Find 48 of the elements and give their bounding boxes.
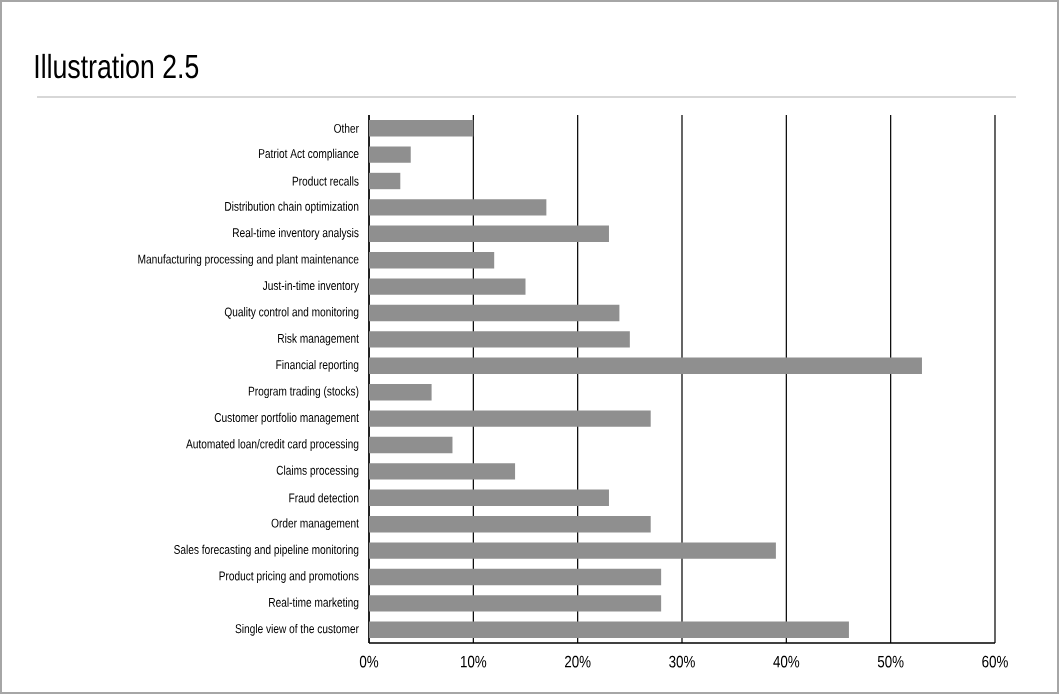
bar [369, 384, 432, 401]
bar [369, 172, 401, 190]
bar [369, 489, 609, 506]
bar [369, 463, 516, 480]
bar [369, 621, 849, 638]
bar [369, 199, 547, 216]
x-tick-label: 30% [669, 655, 695, 668]
y-tick-label: Just-in-time inventory [262, 280, 359, 293]
x-tick-label: 10% [461, 655, 487, 668]
y-tick-label: Real-time inventory analysis [233, 227, 359, 240]
y-tick-label: Single view of the customer [235, 623, 359, 636]
bar [369, 120, 474, 137]
y-tick-label: Order management [271, 518, 359, 531]
x-tick-label: 60% [982, 655, 1008, 668]
y-tick-label: Quality control and monitoring [224, 307, 359, 319]
bar [369, 542, 776, 559]
bar [369, 225, 609, 242]
bar [369, 516, 651, 533]
x-tick-label: 0% [359, 655, 379, 668]
bar [369, 436, 453, 454]
bar [369, 357, 922, 374]
bar [369, 595, 662, 612]
y-tick-label: Automated loan/credit card processing [186, 439, 359, 451]
bar [369, 410, 651, 427]
y-tick-label: Product pricing and promotions [219, 571, 359, 583]
y-tick-label: Real-time marketing [269, 597, 359, 610]
y-tick-label: Customer portfolio management [214, 412, 359, 425]
bar [369, 568, 662, 586]
y-tick-label: Patriot Act compliance [258, 148, 359, 161]
y-tick-label: Product recalls [292, 176, 359, 186]
y-tick-label: Distribution chain optimization [225, 201, 359, 214]
bar [369, 146, 411, 163]
y-tick-label: Claims processing [276, 465, 359, 478]
y-tick-label: Program trading (stocks) [248, 386, 359, 399]
bar [369, 304, 620, 322]
y-tick-label: Manufacturing processing and plant maintenance [138, 254, 359, 267]
y-tick-label: Sales forecasting and pipeline monitoring [174, 544, 359, 557]
x-tick-label: 50% [877, 655, 904, 668]
bar [369, 252, 495, 269]
chart-title: Illustration 2.5 [35, 53, 199, 79]
x-tick-label: 40% [773, 655, 800, 668]
y-tick-label: Risk management [278, 333, 359, 346]
x-tick-label: 20% [564, 655, 591, 668]
y-tick-label: Fraud detection [289, 493, 359, 503]
y-tick-label: Financial reporting [276, 359, 359, 372]
bar [369, 278, 526, 295]
bar [369, 331, 630, 348]
y-tick-label: Other [334, 123, 359, 133]
